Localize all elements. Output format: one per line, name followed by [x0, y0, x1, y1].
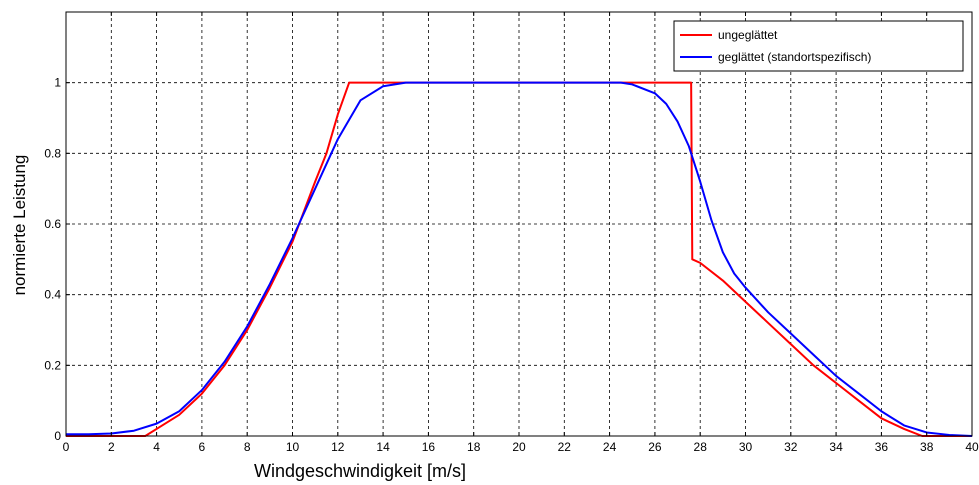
x-tick-label: 34: [829, 440, 843, 454]
x-tick-label: 38: [920, 440, 934, 454]
x-tick-label: 12: [331, 440, 345, 454]
y-tick-label: 0.4: [44, 288, 61, 302]
x-axis-title: Windgeschwindigkeit [m/s]: [254, 461, 466, 481]
series-layer: [66, 81, 973, 437]
legend-box: [673, 20, 964, 72]
y-tick-label: 0: [54, 429, 61, 443]
legend-label-ungeglaettet: ungeglättet: [718, 28, 778, 42]
y-axis-title: normierte Leistung: [10, 155, 29, 296]
series-line-ungeglaettet: [66, 81, 972, 437]
grid: [66, 12, 972, 436]
x-tick-label: 18: [467, 440, 481, 454]
x-tick-label: 14: [376, 440, 390, 454]
ticks: [65, 12, 973, 437]
x-tick-label: 6: [199, 440, 206, 454]
x-tick-label: 4: [153, 440, 160, 454]
x-tick-label: 26: [648, 440, 662, 454]
y-tick-label: 0.2: [44, 358, 61, 372]
x-tick-label: 2: [108, 440, 115, 454]
x-tick-label: 28: [694, 440, 708, 454]
x-tick-label: 24: [603, 440, 617, 454]
legend-label-geglaettet: geglättet (standortspezifisch): [718, 50, 871, 64]
legend: ungeglättet geglättet (standortspezifisc…: [673, 20, 964, 72]
y-tick-label: 1: [54, 76, 61, 90]
series-line-geglaettet: [66, 81, 973, 437]
x-tick-label: 22: [558, 440, 572, 454]
x-tick-label: 30: [739, 440, 753, 454]
x-tick-label: 20: [512, 440, 526, 454]
tick-labels: 0 2 4 6 8 10 12 14 16 18 20 22 24 26 28 30 32 34 36 38 4000.…: [44, 76, 979, 454]
x-tick-label: 32: [784, 440, 798, 454]
x-tick-label: 0: [63, 440, 70, 454]
x-tick-label: 16: [422, 440, 436, 454]
x-tick-label: 40: [965, 440, 979, 454]
y-tick-label: 0.6: [44, 217, 61, 231]
x-tick-label: 8: [244, 440, 251, 454]
x-tick-label: 36: [875, 440, 889, 454]
y-tick-label: 0.8: [44, 146, 61, 160]
x-tick-label: 10: [286, 440, 300, 454]
